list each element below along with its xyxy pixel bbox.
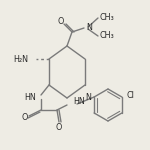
Text: CH₃: CH₃ xyxy=(100,32,115,40)
Text: CH₃: CH₃ xyxy=(100,14,115,22)
Text: HN: HN xyxy=(24,93,36,102)
Text: O: O xyxy=(22,114,28,123)
Text: HN: HN xyxy=(73,98,85,106)
Text: H₂N: H₂N xyxy=(13,54,28,63)
Text: O: O xyxy=(58,16,64,26)
Text: N: N xyxy=(85,93,91,102)
Text: O: O xyxy=(56,123,62,132)
Text: Cl: Cl xyxy=(127,90,135,99)
Text: N: N xyxy=(86,24,92,33)
